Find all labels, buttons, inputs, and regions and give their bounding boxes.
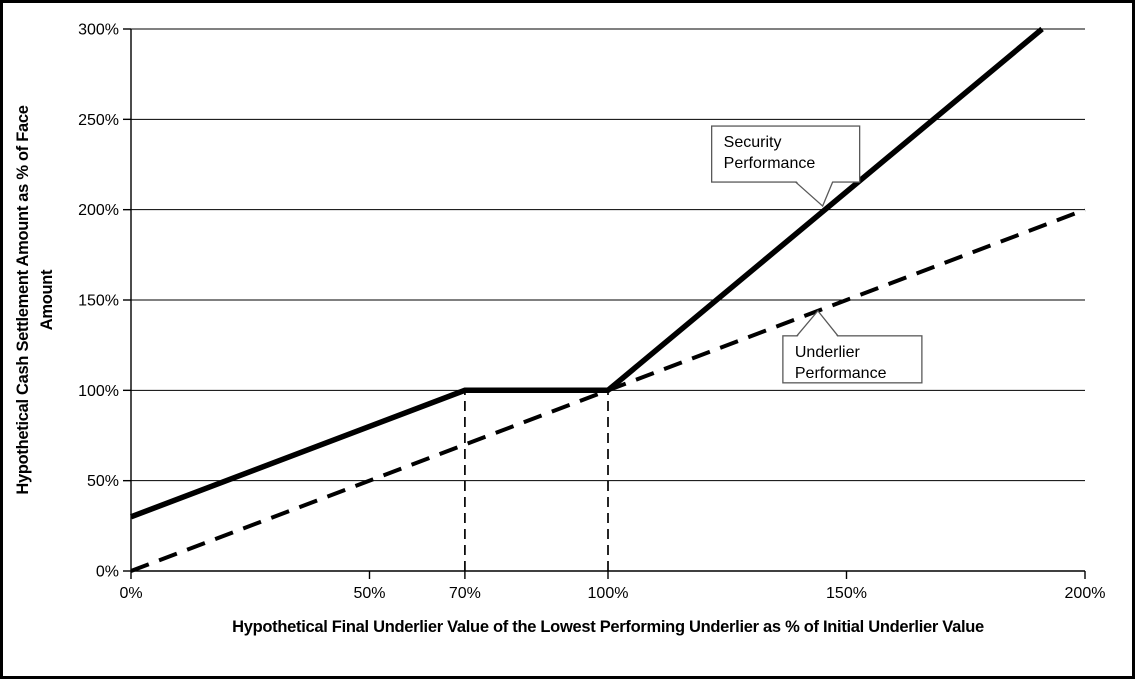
x-axis-title: Hypothetical Final Underlier Value of th… — [232, 618, 984, 636]
x-tick-label-70: 70% — [449, 585, 481, 602]
y-tick-label-250: 250% — [78, 112, 119, 129]
security-performance-callout: Security Performance — [711, 125, 861, 208]
y-axis-title-line2: Amount — [38, 269, 56, 330]
annotations: Security Performance Underlier Performance — [711, 125, 923, 384]
annotation-text-line2: Performance — [724, 155, 816, 172]
axis-ticks — [123, 28, 1086, 579]
y-tick-label-0: 0% — [96, 564, 119, 581]
annotation-text-line1: Underlier — [795, 344, 861, 361]
x-tick-label-200: 200% — [1065, 585, 1106, 602]
series-lines — [130, 26, 1086, 573]
annotation-pointer-fill — [796, 310, 838, 338]
annotation-pointer-outline — [795, 181, 834, 208]
series-line-underlier-performance — [130, 207, 1086, 573]
x-tick-label-50: 50% — [353, 585, 385, 602]
reference-lines — [464, 390, 609, 571]
y-tick-label-150: 150% — [78, 293, 119, 310]
y-tick-label-100: 100% — [78, 383, 119, 400]
series-line-security-performance — [130, 26, 1044, 520]
y-tick-label-200: 200% — [78, 202, 119, 219]
gridlines — [131, 28, 1085, 482]
x-axis-tick-labels: 0% 50% 70% 100% 150% 200% — [119, 585, 1105, 602]
annotation-box — [711, 125, 861, 183]
y-axis-tick-labels: 0% 50% 100% 150% 200% 250% 300% — [78, 22, 119, 581]
y-tick-label-300: 300% — [78, 22, 119, 39]
underlier-performance-callout: Underlier Performance — [782, 309, 923, 384]
x-tick-label-100: 100% — [588, 585, 629, 602]
y-axis-title-line1: Hypothetical Cash Settlement Amount as %… — [14, 105, 32, 494]
y-tick-label-50: 50% — [87, 473, 119, 490]
annotation-pointer-outline — [796, 309, 839, 337]
annotation-box — [782, 335, 923, 384]
annotation-text-line2: Performance — [795, 365, 887, 382]
annotation-text-line1: Security — [724, 134, 782, 151]
annotation-pointer-fill — [795, 180, 833, 207]
x-tick-label-0: 0% — [119, 585, 142, 602]
x-tick-label-150: 150% — [826, 585, 867, 602]
